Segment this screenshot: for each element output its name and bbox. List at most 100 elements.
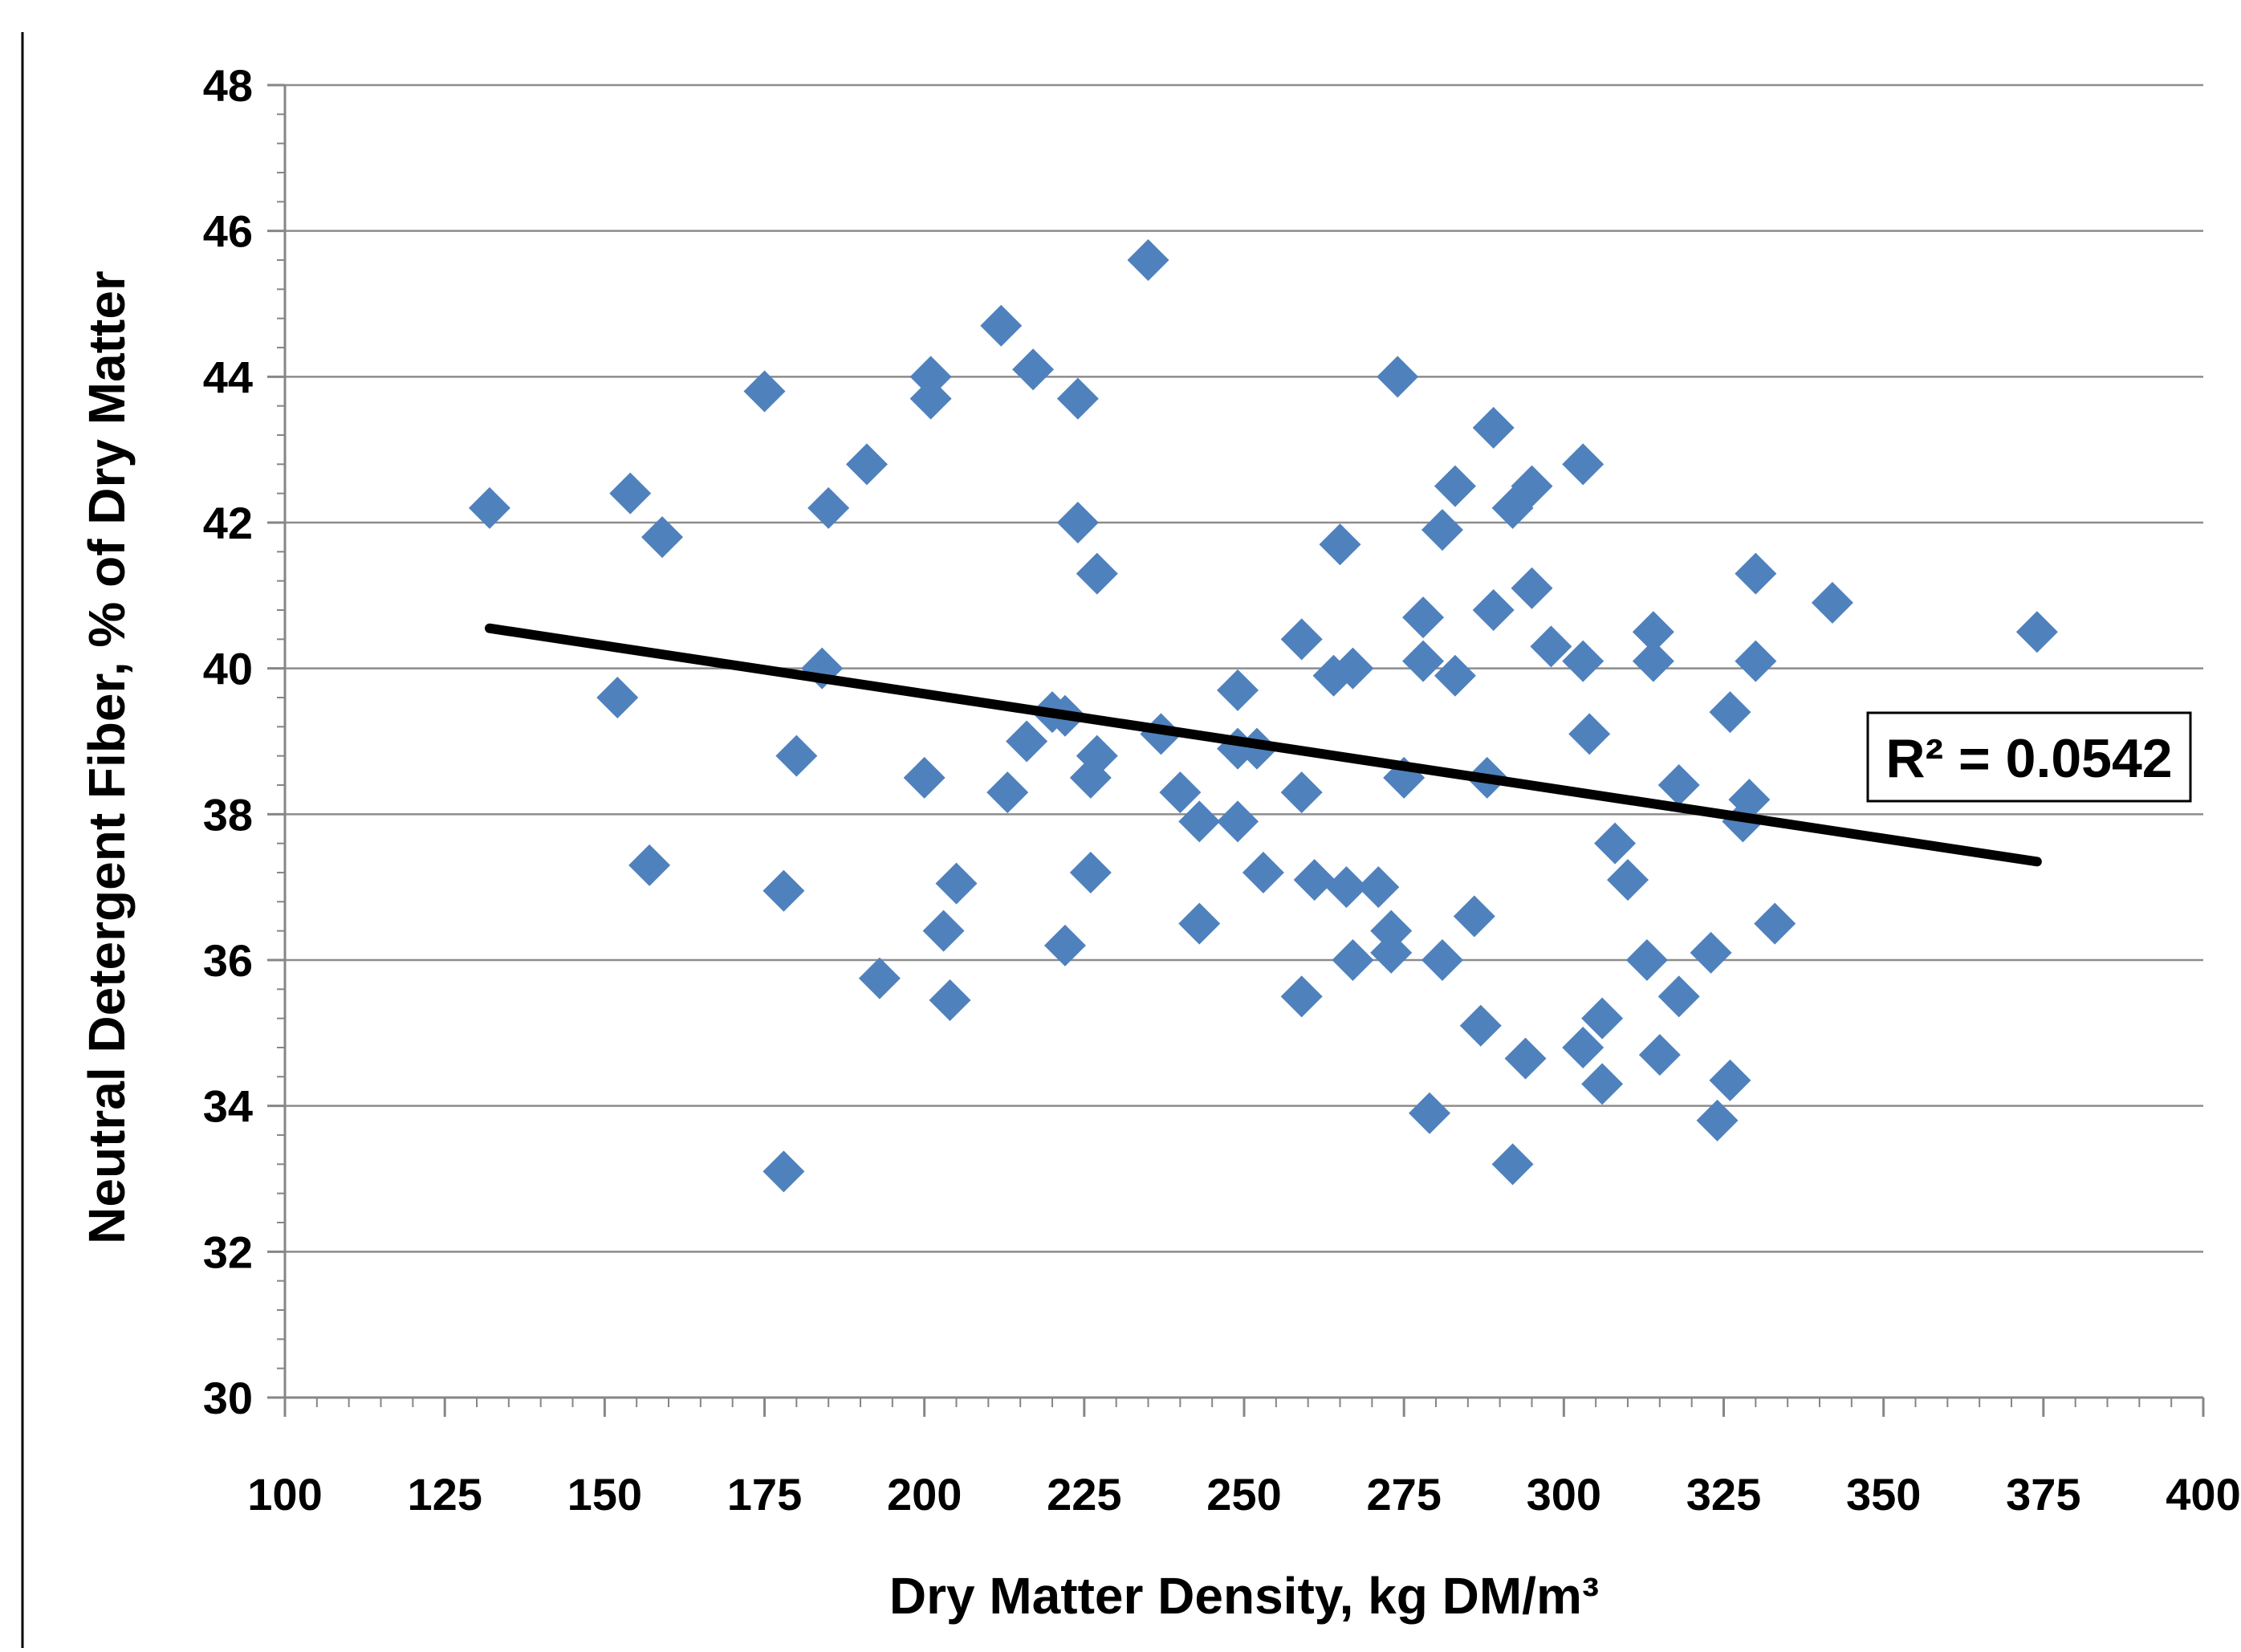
y-tick-label: 42 bbox=[203, 498, 253, 548]
data-point bbox=[1402, 640, 1445, 682]
trendline-group bbox=[484, 623, 2042, 867]
y-axis-title: Neutral Detergent Fiber, % of Dry Matter bbox=[78, 271, 136, 1244]
x-tick-label: 325 bbox=[1686, 1469, 1761, 1520]
data-point bbox=[1319, 523, 1361, 566]
data-point bbox=[1491, 1143, 1534, 1186]
y-tick-label: 32 bbox=[203, 1227, 253, 1277]
data-point bbox=[763, 869, 805, 912]
data-point bbox=[807, 486, 850, 529]
data-point bbox=[1472, 589, 1515, 631]
data-point bbox=[1607, 859, 1649, 901]
x-axis-title: Dry Matter Density, kg DM/m³ bbox=[889, 1567, 1599, 1625]
gridlines bbox=[285, 83, 2203, 1253]
y-tick-label: 30 bbox=[203, 1373, 253, 1423]
data-point bbox=[1076, 734, 1118, 777]
data-point bbox=[1434, 465, 1476, 507]
data-point bbox=[1402, 596, 1445, 639]
data-point bbox=[1056, 377, 1099, 420]
x-tick-label: 350 bbox=[1846, 1469, 1921, 1520]
data-point bbox=[763, 1150, 805, 1193]
data-point bbox=[909, 377, 952, 420]
data-point bbox=[1632, 611, 1674, 653]
data-point bbox=[1006, 720, 1048, 763]
data-point bbox=[1127, 239, 1169, 281]
data-points bbox=[468, 239, 2058, 1193]
data-point bbox=[1459, 1004, 1502, 1047]
data-point bbox=[1357, 866, 1400, 909]
data-point bbox=[1696, 1099, 1739, 1141]
data-point bbox=[1056, 502, 1099, 543]
data-point bbox=[1325, 866, 1368, 909]
y-tick-label: 46 bbox=[203, 206, 253, 257]
data-point bbox=[1709, 691, 1751, 734]
data-point bbox=[775, 734, 818, 777]
data-point bbox=[986, 771, 1029, 814]
y-tick-label: 36 bbox=[203, 935, 253, 986]
x-tick-label: 375 bbox=[2006, 1469, 2080, 1520]
data-point bbox=[1434, 654, 1476, 697]
data-point bbox=[1754, 902, 1796, 945]
data-point bbox=[468, 486, 510, 529]
data-point bbox=[1632, 640, 1674, 682]
data-point bbox=[1421, 939, 1463, 981]
data-point bbox=[1581, 1063, 1624, 1105]
data-point bbox=[641, 516, 684, 559]
data-point bbox=[609, 472, 652, 515]
data-point bbox=[1217, 669, 1259, 711]
data-point bbox=[1293, 859, 1336, 901]
data-point bbox=[980, 304, 1023, 347]
y-tick-label: 40 bbox=[203, 644, 253, 694]
x-tick-label: 275 bbox=[1366, 1469, 1441, 1520]
data-point bbox=[845, 443, 888, 486]
r-squared-box-border bbox=[1866, 711, 2192, 803]
data-point bbox=[1012, 348, 1055, 391]
data-point bbox=[1370, 909, 1413, 952]
data-point bbox=[1709, 1059, 1751, 1101]
data-point bbox=[2015, 611, 2058, 653]
data-point bbox=[929, 979, 971, 1021]
data-point bbox=[1594, 822, 1637, 865]
x-axis-ticks: 100 125 150 175 200 225 250 275 300 325 350 375 400 bbox=[247, 1398, 2241, 1520]
data-point bbox=[1511, 465, 1553, 507]
data-point bbox=[922, 909, 965, 952]
data-point bbox=[1657, 764, 1700, 806]
y-tick-label: 44 bbox=[203, 352, 253, 402]
data-point bbox=[1159, 771, 1202, 814]
data-point bbox=[1370, 931, 1413, 974]
data-point bbox=[909, 356, 952, 398]
x-tick-label: 150 bbox=[567, 1469, 642, 1520]
y-tick-label: 48 bbox=[203, 60, 253, 111]
data-point bbox=[858, 957, 901, 999]
data-point bbox=[1076, 552, 1118, 595]
data-point bbox=[1562, 443, 1604, 486]
trendline bbox=[484, 623, 2042, 867]
data-point bbox=[596, 677, 639, 718]
data-point bbox=[1421, 509, 1463, 551]
data-point bbox=[1280, 618, 1323, 661]
r-squared-box: R² = 0.0542 bbox=[1866, 711, 2192, 803]
data-point bbox=[1581, 997, 1624, 1040]
data-point bbox=[1562, 640, 1604, 682]
data-point bbox=[1625, 939, 1668, 981]
x-tick-label: 250 bbox=[1206, 1469, 1281, 1520]
data-point bbox=[1811, 581, 1853, 624]
data-point bbox=[1178, 902, 1221, 945]
x-tick-label: 125 bbox=[407, 1469, 482, 1520]
data-point bbox=[1562, 1027, 1604, 1068]
data-point bbox=[1217, 800, 1259, 843]
data-point bbox=[1332, 939, 1374, 981]
x-tick-label: 400 bbox=[2166, 1469, 2240, 1520]
data-point bbox=[1638, 1034, 1681, 1076]
data-point bbox=[1280, 975, 1323, 1018]
data-point bbox=[1735, 640, 1777, 682]
data-point bbox=[1530, 625, 1572, 668]
data-point bbox=[1568, 713, 1611, 755]
data-point bbox=[1735, 552, 1777, 595]
data-point bbox=[1657, 975, 1700, 1018]
x-tick-label: 175 bbox=[727, 1469, 802, 1520]
data-point bbox=[743, 370, 786, 413]
data-point bbox=[1242, 852, 1284, 893]
data-point bbox=[1069, 852, 1112, 893]
